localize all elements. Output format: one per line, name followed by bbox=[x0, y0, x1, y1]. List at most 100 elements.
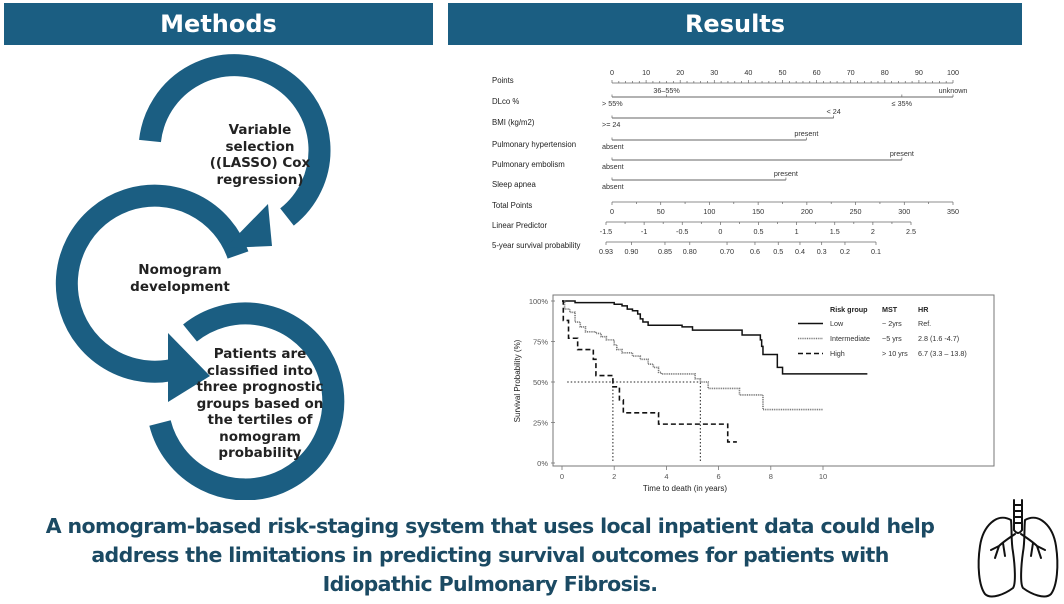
legend-mst: ~5 yrs bbox=[882, 334, 902, 343]
cycle-arrow-2 bbox=[55, 184, 249, 383]
nomogram-tick-label: 70 bbox=[847, 68, 855, 77]
x-tick-label: 0 bbox=[560, 472, 564, 481]
lungs-icon bbox=[977, 499, 1059, 598]
methods-header: Methods bbox=[4, 3, 433, 45]
y-tick-label: 0% bbox=[537, 459, 548, 468]
nomogram-tick-label: 0 bbox=[610, 207, 614, 216]
nomogram-tick-label: 0.90 bbox=[624, 247, 638, 256]
legend-hr: 2.8 (1.6 -4.7) bbox=[918, 334, 959, 343]
nomogram-level-label: unknown bbox=[939, 86, 968, 95]
nomogram-tick-label: -1.5 bbox=[600, 227, 612, 236]
step-line: Patients are bbox=[213, 346, 307, 362]
conclusion-text: A nomogram-based risk-staging system tha… bbox=[20, 512, 960, 599]
nomogram-tick-label: 60 bbox=[813, 68, 821, 77]
step-line: groups based on bbox=[196, 395, 324, 412]
nomogram-tick-label: 0.4 bbox=[795, 247, 805, 256]
legend-group-name: Low bbox=[830, 319, 844, 328]
nomogram-level-label: 36–55% bbox=[653, 86, 680, 95]
legend-mst: > 10 yrs bbox=[882, 349, 908, 358]
y-tick-label: 25% bbox=[533, 419, 548, 428]
legend-header: HR bbox=[918, 305, 929, 314]
legend-mst: ~ 2yrs bbox=[882, 319, 902, 328]
chart-frame bbox=[552, 294, 995, 467]
nomogram-level-label: present bbox=[794, 129, 818, 138]
results-title: Results bbox=[684, 10, 786, 38]
methods-step-1: Variable selection ((LASSO) Cox regressi… bbox=[180, 122, 340, 188]
step-line: the tertiles of bbox=[207, 412, 313, 428]
nomogram-tick-label: 90 bbox=[915, 68, 923, 77]
nomogram-level-label: ≤ 35% bbox=[892, 99, 913, 108]
nomogram-tick-label: 0.5 bbox=[754, 227, 764, 236]
nomogram-row-label: Pulmonary embolism bbox=[492, 160, 565, 169]
nomogram-level-label: present bbox=[890, 149, 914, 158]
methods-step-2: Nomogram development bbox=[120, 262, 240, 295]
nomogram-tick-label: 50 bbox=[657, 207, 665, 216]
x-tick-label: 2 bbox=[612, 472, 616, 481]
nomogram-tick-label: 20 bbox=[676, 68, 684, 77]
nomogram-row-label: Linear Predictor bbox=[492, 221, 547, 230]
nomogram-tick-label: 0.3 bbox=[817, 247, 827, 256]
arrow-head-2 bbox=[168, 333, 210, 402]
arrow-head-1 bbox=[225, 204, 272, 248]
x-tick-label: 4 bbox=[664, 472, 668, 481]
legend-header: Risk group bbox=[830, 305, 868, 314]
step-line: nomogram bbox=[219, 428, 301, 445]
nomogram-tick-label: 50 bbox=[779, 68, 787, 77]
nomogram-row-label: Pulmonary hypertension bbox=[492, 140, 576, 149]
nomogram-tick-label: 250 bbox=[850, 207, 862, 216]
nomogram-tick-label: 0.80 bbox=[683, 247, 697, 256]
conclusion-line: address the limitations in predicting su… bbox=[91, 543, 889, 567]
x-tick-label: 10 bbox=[819, 472, 827, 481]
nomogram-tick-label: 0.2 bbox=[840, 247, 850, 256]
nomogram-tick-label: 200 bbox=[801, 207, 813, 216]
nomogram-tick-label: 350 bbox=[947, 207, 959, 216]
step-line: selection bbox=[225, 138, 295, 155]
nomogram-row-label: 5-year survival probability bbox=[492, 241, 581, 250]
nomogram-tick-label: 10 bbox=[642, 68, 650, 77]
nomogram-tick-label: 0 bbox=[610, 68, 614, 77]
nomogram-tick-label: 100 bbox=[703, 207, 715, 216]
nomogram-row-label: Points bbox=[492, 76, 514, 85]
methods-cycle-diagram bbox=[55, 54, 345, 500]
legend-group-name: Intermediate bbox=[830, 334, 870, 343]
conclusion-line: Idiopathic Pulmonary Fibrosis. bbox=[322, 572, 658, 596]
methods-title: Methods bbox=[160, 10, 277, 38]
step-line: classified into bbox=[207, 362, 313, 379]
legend-header: MST bbox=[882, 305, 898, 314]
nomogram-tick-label: 150 bbox=[752, 207, 764, 216]
nomogram-tick-label: 0 bbox=[718, 227, 722, 236]
nomogram-level-label: >= 24 bbox=[602, 120, 620, 129]
nomogram-row-label: Total Points bbox=[492, 201, 532, 210]
nomogram-tick-label: 1 bbox=[795, 227, 799, 236]
nomogram-tick-label: 30 bbox=[710, 68, 718, 77]
nomogram-tick-label: 0.6 bbox=[750, 247, 760, 256]
step-line: three prognostic bbox=[196, 379, 324, 395]
nomogram-level-label: > 55% bbox=[602, 99, 623, 108]
step-line: regression) bbox=[216, 171, 304, 188]
nomogram-tick-label: 0.85 bbox=[658, 247, 672, 256]
y-tick-label: 50% bbox=[533, 378, 548, 387]
step-line: ((LASSO) Cox bbox=[209, 155, 311, 171]
nomogram-tick-label: 2.5 bbox=[906, 227, 916, 236]
nomogram-level-label: absent bbox=[602, 162, 624, 171]
nomogram-row-label: BMI (kg/m2) bbox=[492, 118, 535, 127]
nomogram-tick-label: -1 bbox=[641, 227, 647, 236]
nomogram-tick-label: 80 bbox=[881, 68, 889, 77]
nomogram-level-label: absent bbox=[602, 142, 624, 151]
conclusion-line: A nomogram-based risk-staging system tha… bbox=[45, 514, 935, 538]
nomogram-tick-label: 100 bbox=[947, 68, 959, 77]
km-curve-high bbox=[562, 300, 737, 443]
km-curve-intermediate bbox=[562, 300, 823, 411]
x-tick-label: 6 bbox=[717, 472, 721, 481]
step-line: development bbox=[130, 278, 230, 295]
nomogram-tick-label: 0.5 bbox=[773, 247, 783, 256]
cycle-arrow-1 bbox=[139, 54, 331, 226]
y-tick-label: 75% bbox=[533, 338, 548, 347]
results-header: Results bbox=[448, 3, 1022, 45]
nomogram-tick-label: 0.93 bbox=[599, 247, 613, 256]
nomogram-tick-label: -0.5 bbox=[676, 227, 688, 236]
nomogram-tick-label: 2 bbox=[871, 227, 875, 236]
cycle-arrow-3 bbox=[149, 302, 345, 500]
legend-hr: Ref. bbox=[918, 319, 931, 328]
